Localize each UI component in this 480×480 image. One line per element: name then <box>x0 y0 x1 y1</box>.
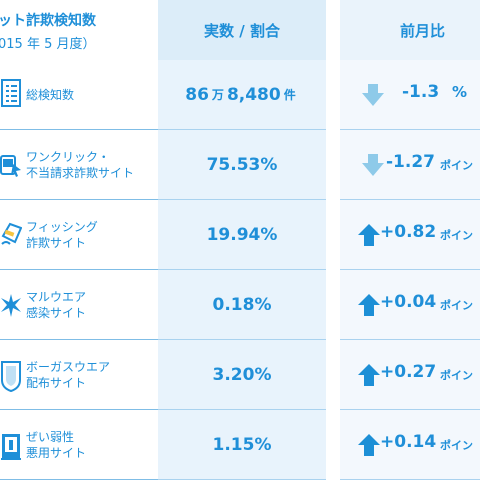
arrow-down-icon <box>362 84 384 106</box>
row-label-cell: 総検知数 <box>0 60 158 130</box>
document-list-icon <box>0 74 22 116</box>
row-change: -1.3 % <box>340 60 480 130</box>
vulnerable-device-icon <box>0 424 22 466</box>
change-unit: ポイン <box>440 299 473 312</box>
value-number-main: 3.20% <box>212 364 272 385</box>
row-value: 86 万 8,480 件 <box>158 60 326 130</box>
row-label-line2: 配布サイト <box>26 376 87 390</box>
change-unit: ポイン <box>440 369 473 382</box>
row-label-line1: ワンクリック・ <box>26 150 110 164</box>
row-label-cell: フィッシング 詐欺サイト <box>0 200 158 270</box>
row-label-line2: 詐欺サイト <box>26 236 87 250</box>
click-scam-icon <box>0 144 22 186</box>
row-label-line2: 感染サイト <box>26 306 87 320</box>
table-row: 総検知数 86 万 8,480 件 -1.3 % <box>0 60 480 130</box>
table-subtitle: 015 年 5 月度） <box>0 37 96 52</box>
row-label-line2: 不当請求詐欺サイト <box>26 166 135 180</box>
shield-icon <box>0 354 22 396</box>
row-label-line2: 悪用サイト <box>26 446 87 460</box>
row-label-cell: ボーガスウエア 配布サイト <box>0 340 158 410</box>
change-unit: % <box>452 83 468 101</box>
row-value: 1.15% <box>158 410 326 480</box>
row-label-line1: ボーガスウエア <box>26 360 111 374</box>
arrow-up-icon <box>358 434 380 456</box>
value-number-rest: 8,480 <box>226 84 281 105</box>
credit-card-phishing-icon <box>0 214 23 256</box>
row-label-cell: マルウエア 感染サイト <box>0 270 158 340</box>
value-number-main: 0.18% <box>212 294 272 315</box>
column-header-value: 実数 / 割合 <box>158 0 326 60</box>
row-label: フィッシング 詐欺サイト <box>26 200 98 270</box>
row-change: -1.27 ポイン <box>340 130 480 200</box>
row-label-cell: ぜい弱性 悪用サイト <box>0 410 158 480</box>
table-row: ぜい弱性 悪用サイト 1.15% +0.14 ポイン <box>0 410 480 480</box>
change-value: -1.3 <box>402 82 440 102</box>
row-label: マルウエア 感染サイト <box>26 270 86 340</box>
row-label-line1: マルウエア <box>26 290 87 304</box>
row-label: ワンクリック・ 不当請求詐欺サイト <box>26 130 134 200</box>
row-label-line1: フィッシング <box>26 220 98 234</box>
row-change: +0.14 ポイン <box>340 410 480 480</box>
row-label: 総検知数 <box>26 60 74 130</box>
value-number-main: 1.15% <box>212 434 272 455</box>
change-value: -1.27 <box>386 152 435 172</box>
value-unit-man: 万 <box>211 88 224 102</box>
arrow-up-icon <box>358 364 380 386</box>
change-value: +0.27 <box>380 362 437 382</box>
row-change: +0.82 ポイン <box>340 200 480 270</box>
row-value: 3.20% <box>158 340 326 410</box>
value-number-main: 75.53% <box>206 154 278 175</box>
column-header-change: 前月比 <box>340 0 480 60</box>
arrow-up-icon <box>358 294 380 316</box>
arrow-up-icon <box>358 224 380 246</box>
change-unit: ポイン <box>440 439 473 452</box>
row-value: 75.53% <box>158 130 326 200</box>
row-label: ぜい弱性 悪用サイト <box>26 410 86 480</box>
row-change: +0.27 ポイン <box>340 340 480 410</box>
row-label-line1: 総検知数 <box>26 88 75 102</box>
table-row: フィッシング 詐欺サイト 19.94% +0.82 ポイン <box>0 200 480 270</box>
change-value: +0.14 <box>380 432 437 452</box>
row-label-cell: ワンクリック・ 不当請求詐欺サイト <box>0 130 158 200</box>
value-number-main: 86 <box>185 84 209 105</box>
table-row: ワンクリック・ 不当請求詐欺サイト 75.53% -1.27 ポイン <box>0 130 480 200</box>
change-value: +0.82 <box>380 222 437 242</box>
table-row: マルウエア 感染サイト 0.18% +0.04 ポイン <box>0 270 480 340</box>
arrow-down-icon <box>362 154 384 176</box>
table-header-label: ット詐欺検知数 015 年 5 月度） <box>0 0 158 60</box>
row-value: 0.18% <box>158 270 326 340</box>
value-number-main: 19.94% <box>206 224 278 245</box>
row-label-line1: ぜい弱性 <box>26 430 75 444</box>
value-unit-ken: 件 <box>283 88 296 102</box>
row-value: 19.94% <box>158 200 326 270</box>
table-title: ット詐欺検知数 <box>0 13 96 29</box>
table-row: ボーガスウエア 配布サイト 3.20% +0.27 ポイン <box>0 340 480 410</box>
row-change: +0.04 ポイン <box>340 270 480 340</box>
change-unit: ポイン <box>440 229 473 242</box>
row-label: ボーガスウエア 配布サイト <box>26 340 110 410</box>
malware-burst-icon <box>0 284 22 326</box>
change-unit: ポイン <box>440 159 473 172</box>
change-value: +0.04 <box>380 292 437 312</box>
